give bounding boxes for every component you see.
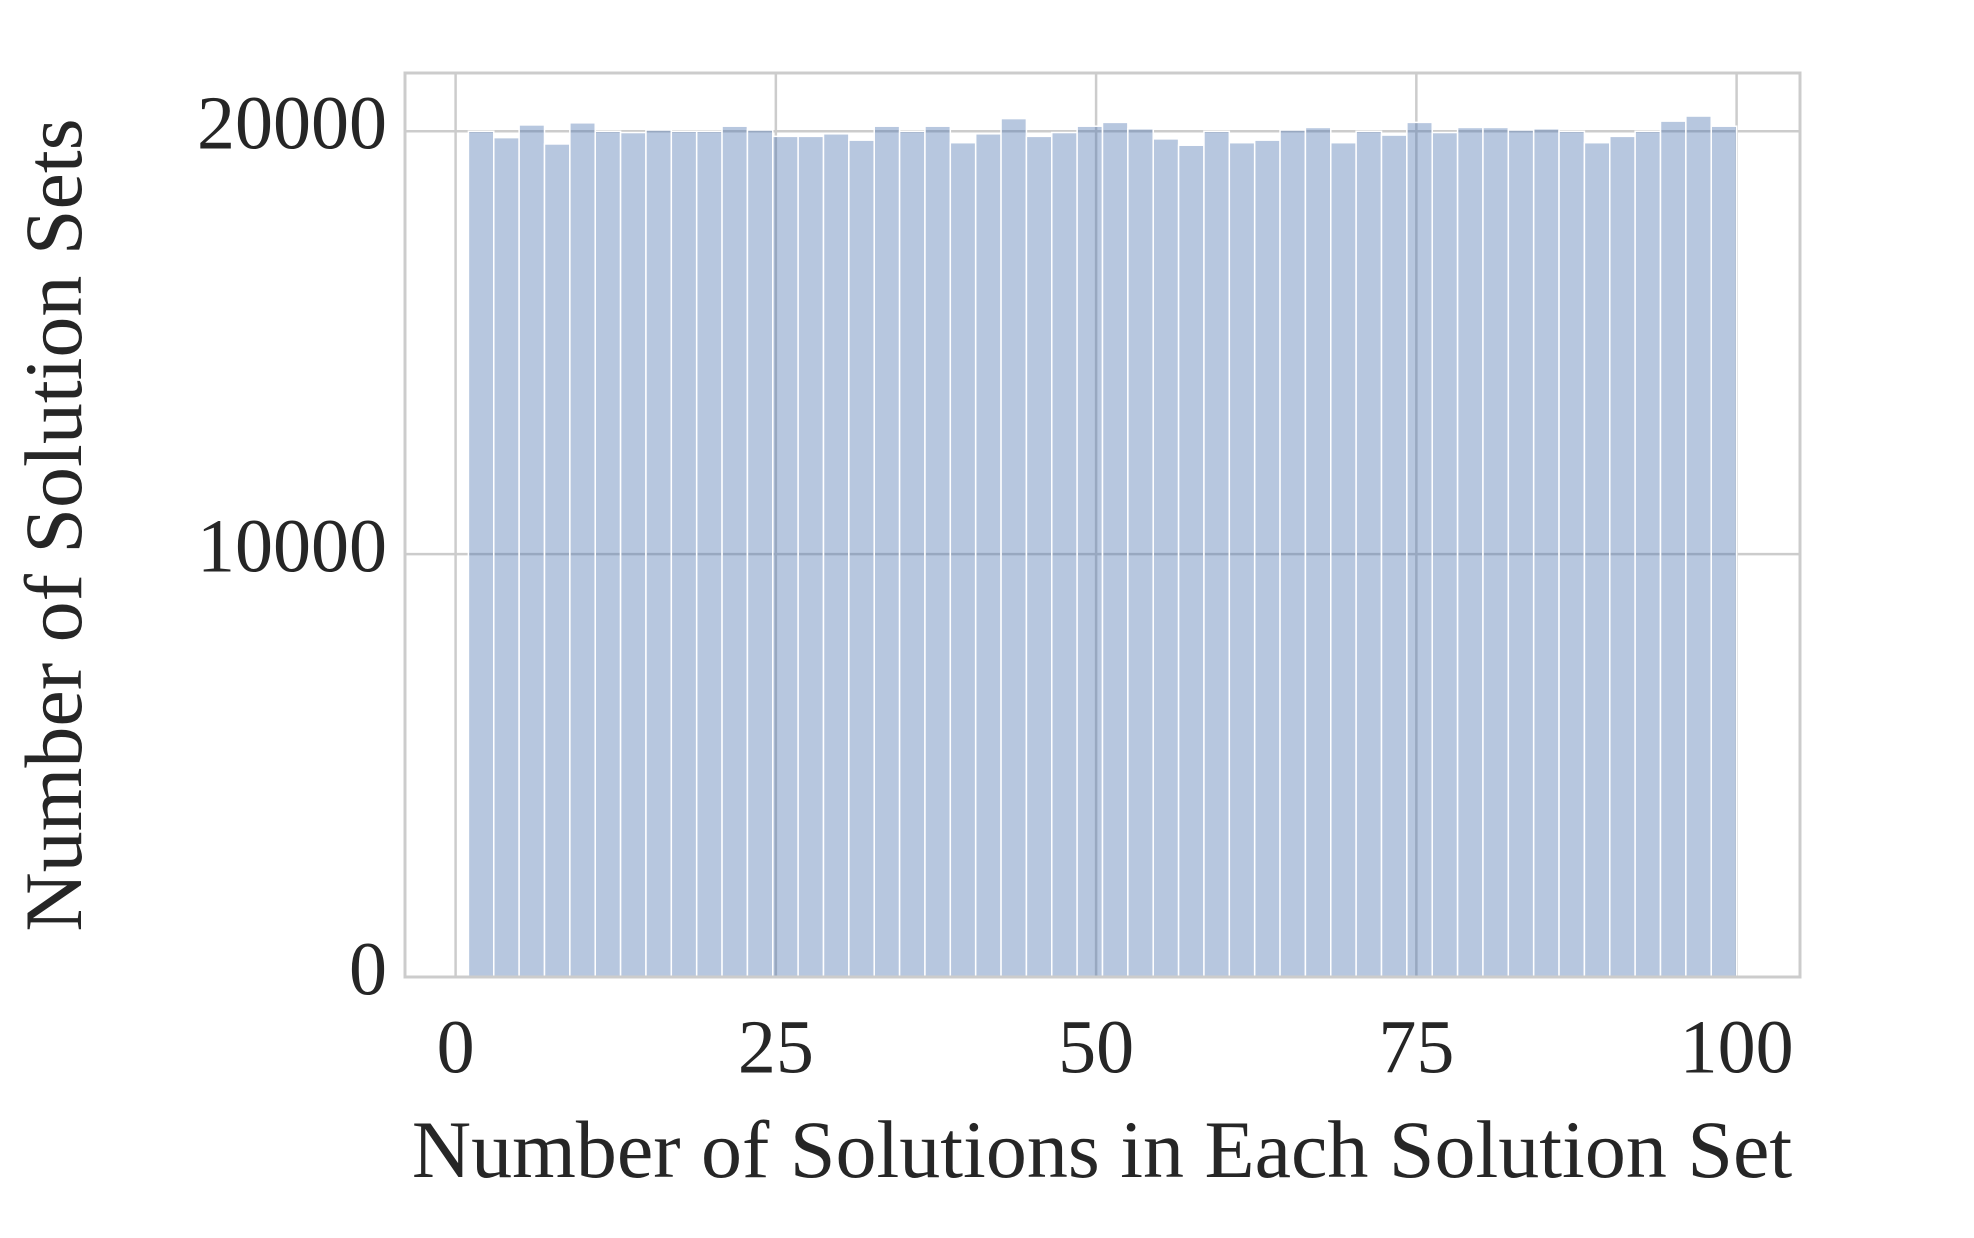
bar — [1532, 127, 1560, 978]
bar — [797, 135, 825, 978]
bar — [1482, 126, 1510, 978]
bar — [746, 129, 774, 978]
bar — [1304, 126, 1332, 978]
bar — [848, 139, 875, 978]
plot-frame — [403, 71, 1802, 979]
x-axis-label: Number of Solutions in Each Solution Set — [412, 1104, 1792, 1195]
bar — [543, 143, 571, 978]
bar — [1177, 144, 1205, 978]
x-tick-label: 75 — [1378, 1005, 1454, 1089]
bar — [467, 130, 495, 978]
bar — [1127, 127, 1154, 978]
bar — [594, 130, 622, 978]
bar — [645, 129, 673, 978]
bar — [721, 125, 749, 978]
bar — [1710, 125, 1738, 978]
bar — [1000, 117, 1028, 978]
x-tick-label: 0 — [437, 1005, 475, 1089]
bar — [1025, 135, 1053, 978]
bar — [1228, 141, 1256, 978]
bar — [1279, 129, 1307, 978]
bar — [1456, 126, 1484, 978]
y-tick-label: 20000 — [197, 82, 387, 166]
bar — [695, 130, 723, 978]
bar — [1076, 125, 1104, 978]
bar — [1203, 130, 1231, 978]
x-tick-label: 100 — [1680, 1005, 1794, 1089]
bar — [822, 133, 850, 978]
bar — [873, 125, 901, 978]
bar — [1101, 121, 1129, 978]
bar — [493, 136, 520, 978]
bar — [1431, 131, 1459, 978]
bar — [898, 130, 926, 978]
bar — [1634, 130, 1662, 978]
bar — [1685, 115, 1712, 978]
bar — [974, 133, 1002, 978]
bar — [949, 141, 977, 978]
x-tick-label: 50 — [1058, 1005, 1134, 1089]
bar — [1558, 130, 1586, 978]
bar — [1152, 138, 1180, 978]
bar — [518, 124, 546, 978]
bar — [1507, 129, 1535, 978]
bar — [1609, 135, 1636, 978]
bar — [1355, 130, 1383, 978]
bar — [924, 125, 952, 978]
x-tick-label: 25 — [738, 1005, 814, 1089]
bar — [772, 135, 799, 978]
bar — [1406, 121, 1433, 978]
y-axis-label: Number of Solution Sets — [8, 118, 99, 931]
bar — [1051, 131, 1078, 978]
bar — [1583, 141, 1611, 978]
y-tick-label: 10000 — [197, 505, 387, 589]
bar — [619, 131, 647, 978]
bar — [1659, 120, 1687, 978]
y-tick-label: 0 — [349, 927, 387, 1011]
bar — [569, 122, 596, 978]
bar — [670, 130, 698, 978]
bar — [1253, 139, 1281, 978]
bar — [1330, 141, 1357, 978]
bar — [1380, 134, 1408, 978]
